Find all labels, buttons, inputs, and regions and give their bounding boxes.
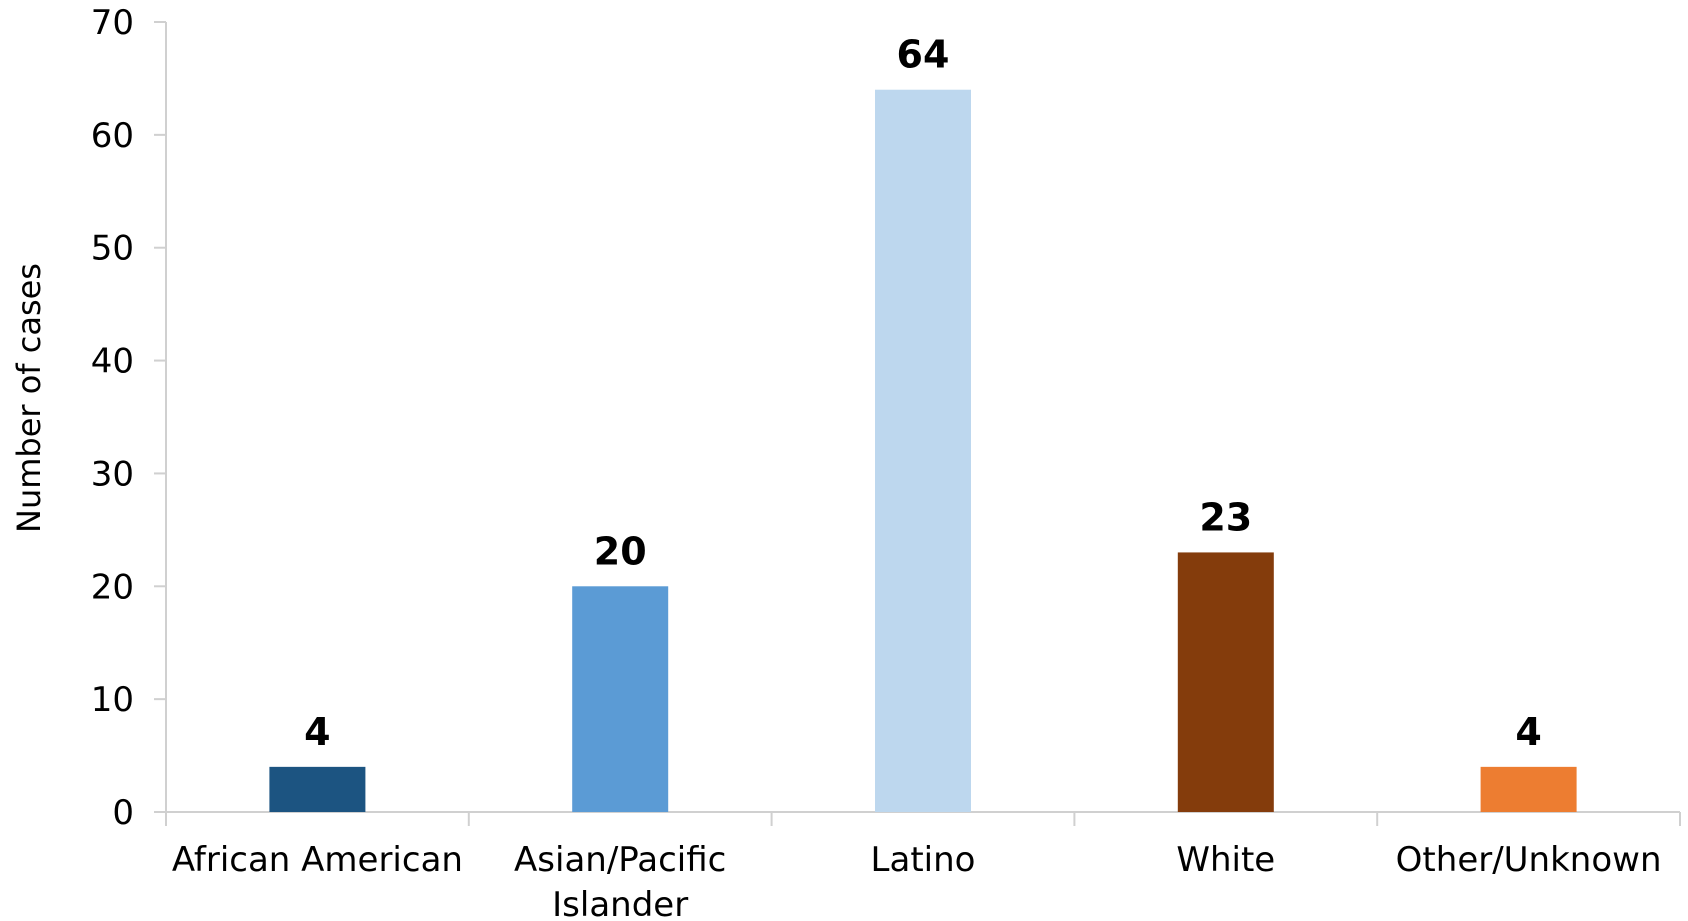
bars [269, 89, 1577, 812]
y-axis-title: Number of cases [10, 263, 48, 533]
bar [1480, 766, 1577, 812]
bar-data-label: 4 [1515, 710, 1541, 754]
y-axis-title-group: Number of cases [10, 263, 48, 533]
bar [572, 586, 669, 812]
x-category-label: White [1176, 840, 1275, 880]
bar-data-label: 23 [1199, 495, 1252, 539]
y-axis: 0 10 20 30 40 50 60 70 [91, 3, 167, 833]
y-tick-label: 0 [112, 793, 134, 833]
x-category-label: Other/Unknown [1396, 840, 1662, 880]
x-axis [165, 811, 1681, 826]
y-tick-label: 20 [91, 567, 134, 607]
y-tick-label: 60 [91, 116, 134, 156]
y-tick-label: 10 [91, 680, 134, 720]
bar [1177, 552, 1274, 812]
x-category-label-line: Latino [871, 840, 976, 880]
x-category-label-line: Islander [552, 885, 688, 921]
x-category-label: Asian/Pacific Islander [514, 840, 726, 921]
x-category-label-line: White [1176, 840, 1275, 880]
data-labels: 4 20 64 23 4 [304, 33, 1542, 754]
x-category-label: Latino [871, 840, 976, 880]
x-category-label-line: African American [172, 840, 463, 880]
bar-data-label: 64 [897, 33, 950, 77]
bar-data-label: 20 [594, 529, 647, 573]
y-tick-label: 50 [91, 229, 134, 269]
y-tick-label: 70 [91, 3, 134, 43]
y-tick-label: 40 [91, 342, 134, 382]
x-category-label-line: Asian/Pacific [514, 840, 726, 880]
bar [269, 766, 366, 812]
category-labels: African American Asian/Pacific Islander Lat… [172, 840, 1662, 921]
x-category-label-line: Other/Unknown [1396, 840, 1662, 880]
bar-data-label: 4 [304, 710, 330, 754]
y-tick-label: 30 [91, 454, 134, 494]
bar [875, 89, 971, 812]
x-category-label: African American [172, 840, 463, 880]
